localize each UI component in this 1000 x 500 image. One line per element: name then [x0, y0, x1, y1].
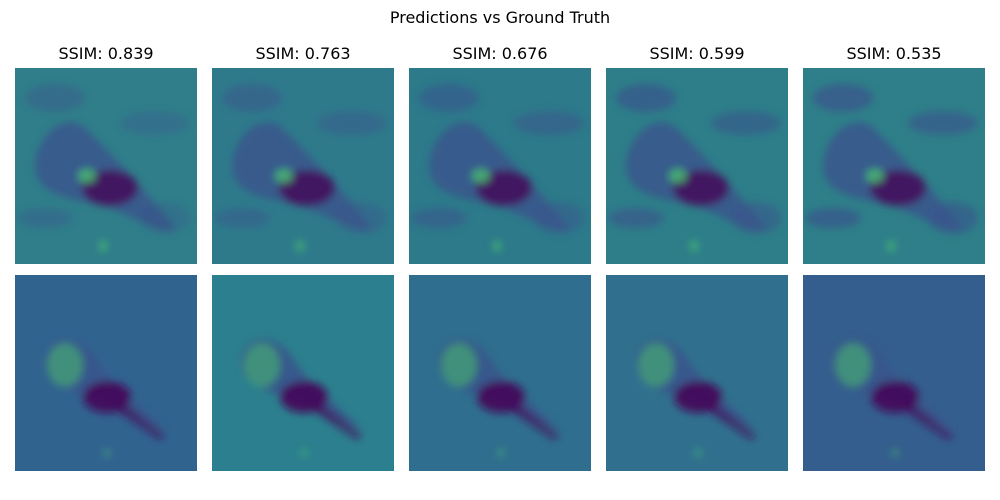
ground-truth-image-4: [606, 275, 788, 471]
ground-truth-image-3: [409, 275, 591, 471]
ground-truth-image-5: [803, 275, 985, 471]
ground-truth-image-2: [212, 275, 394, 471]
prediction-image-1: [15, 68, 197, 264]
prediction-image-4: [606, 68, 788, 264]
ssim-title-4: SSIM: 0.599: [649, 44, 745, 63]
figure-title: Predictions vs Ground Truth: [389, 8, 611, 27]
ground-truth-image-1: [15, 275, 197, 471]
prediction-image-5: [803, 68, 985, 264]
ssim-title-1: SSIM: 0.839: [58, 44, 154, 63]
ssim-title-3: SSIM: 0.676: [452, 44, 548, 63]
prediction-image-3: [409, 68, 591, 264]
ssim-title-5: SSIM: 0.535: [846, 44, 942, 63]
prediction-image-2: [212, 68, 394, 264]
ssim-title-2: SSIM: 0.763: [255, 44, 351, 63]
